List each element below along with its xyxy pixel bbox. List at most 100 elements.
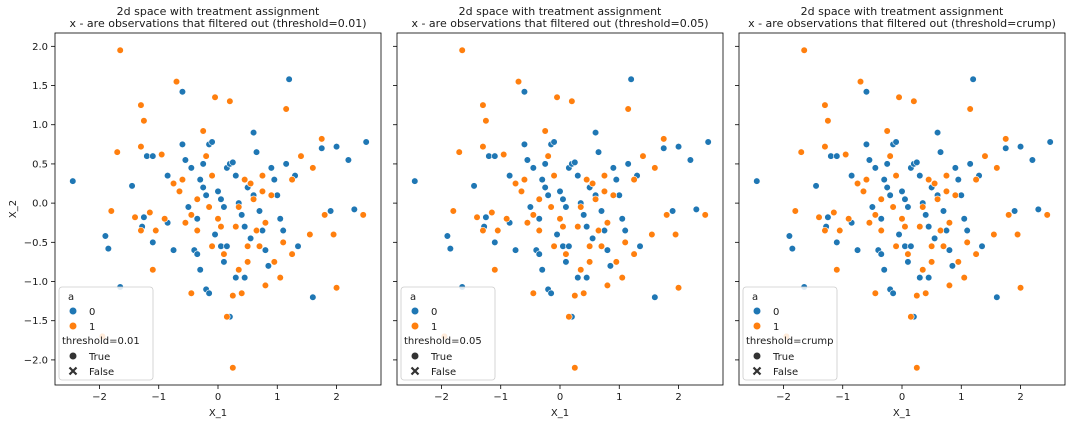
point-class0 bbox=[880, 266, 888, 274]
legend-hue-title: a bbox=[410, 292, 416, 303]
point-class1 bbox=[791, 207, 799, 215]
point-class0 bbox=[904, 258, 912, 266]
point-class1 bbox=[494, 226, 502, 235]
point-class1 bbox=[146, 208, 154, 217]
point-class0 bbox=[880, 176, 888, 184]
point-class0 bbox=[535, 215, 543, 223]
point-class0 bbox=[520, 140, 529, 148]
point-class0 bbox=[591, 128, 600, 137]
point-class1 bbox=[603, 219, 612, 227]
point-class0 bbox=[960, 215, 968, 223]
legend-label-1: 1 bbox=[431, 322, 437, 333]
point-class1 bbox=[892, 242, 900, 250]
point-class0 bbox=[482, 213, 490, 221]
point-class0 bbox=[966, 160, 974, 168]
point-class1 bbox=[244, 242, 252, 250]
legend-style-title: threshold=0.01 bbox=[62, 336, 140, 347]
x-axis-label: X_1 bbox=[209, 408, 227, 419]
point-class0 bbox=[205, 289, 213, 297]
point-class0 bbox=[140, 213, 148, 221]
point-class1 bbox=[449, 207, 457, 215]
point-class1 bbox=[479, 143, 487, 151]
point-class0 bbox=[904, 203, 912, 211]
point-class1 bbox=[895, 93, 903, 101]
point-class1 bbox=[161, 215, 169, 223]
point-class1 bbox=[158, 150, 166, 159]
point-class1 bbox=[318, 135, 326, 143]
point-class1 bbox=[297, 152, 305, 160]
point-class0 bbox=[600, 226, 609, 235]
point-class1 bbox=[821, 143, 829, 151]
point-class1 bbox=[586, 242, 594, 250]
point-class1 bbox=[514, 78, 523, 86]
point-class1 bbox=[836, 226, 844, 235]
point-class0 bbox=[886, 191, 894, 199]
legend-box bbox=[58, 286, 154, 381]
point-class0 bbox=[916, 172, 924, 180]
x-tick-label: −1 bbox=[835, 392, 850, 403]
legend-marker-true bbox=[69, 352, 77, 360]
point-class0 bbox=[258, 226, 267, 235]
point-class0 bbox=[526, 203, 534, 211]
point-class1 bbox=[815, 213, 823, 221]
point-class0 bbox=[332, 143, 341, 151]
point-class0 bbox=[603, 246, 612, 254]
point-class0 bbox=[350, 205, 358, 213]
point-class0 bbox=[1028, 156, 1036, 164]
legend-marker-1 bbox=[753, 322, 761, 330]
point-class1 bbox=[359, 211, 367, 219]
point-class0 bbox=[624, 160, 632, 168]
point-class1 bbox=[862, 176, 871, 184]
point-class1 bbox=[332, 284, 341, 292]
point-class1 bbox=[193, 226, 201, 235]
legend-marker-1 bbox=[411, 322, 419, 330]
point-class1 bbox=[583, 176, 591, 184]
y-tick-label: −1.5 bbox=[24, 316, 48, 327]
legend: a 0 1 threshold=crump True False bbox=[742, 286, 838, 381]
point-class0 bbox=[252, 148, 261, 156]
point-class0 bbox=[559, 242, 567, 250]
point-class0 bbox=[264, 262, 272, 270]
point-class1 bbox=[842, 150, 850, 159]
legend-hue-title: a bbox=[752, 292, 758, 303]
point-class1 bbox=[597, 242, 606, 250]
point-class0 bbox=[411, 177, 419, 185]
point-class1 bbox=[244, 258, 252, 266]
point-class1 bbox=[954, 258, 962, 266]
point-class1 bbox=[568, 97, 576, 105]
point-class0 bbox=[969, 75, 977, 83]
point-class1 bbox=[249, 195, 258, 203]
point-class0 bbox=[101, 232, 109, 240]
point-class0 bbox=[544, 191, 552, 199]
point-class1 bbox=[229, 292, 237, 300]
legend-marker-false bbox=[410, 366, 420, 376]
x-axis-label: X_1 bbox=[551, 408, 569, 419]
point-class1 bbox=[845, 215, 853, 223]
point-class0 bbox=[214, 187, 222, 195]
y-tick-label: 1.5 bbox=[32, 81, 48, 92]
point-class1 bbox=[580, 289, 588, 297]
point-class1 bbox=[639, 152, 647, 160]
point-class0 bbox=[559, 195, 567, 203]
point-class0 bbox=[193, 250, 201, 258]
point-class1 bbox=[871, 211, 879, 219]
point-class0 bbox=[241, 223, 249, 231]
point-class0 bbox=[164, 172, 172, 180]
panel-title-line2: x - are observations that filtered out (… bbox=[748, 17, 1056, 30]
point-class0 bbox=[556, 187, 564, 195]
point-class0 bbox=[868, 203, 876, 211]
point-class0 bbox=[446, 244, 454, 253]
y-axis-label: X_2 bbox=[8, 200, 19, 218]
x-tick-label: 0 bbox=[215, 392, 221, 403]
point-class1 bbox=[618, 273, 626, 282]
point-class1 bbox=[945, 219, 954, 227]
point-class1 bbox=[1043, 211, 1051, 219]
point-class1 bbox=[258, 172, 267, 180]
point-class1 bbox=[131, 213, 139, 221]
point-class0 bbox=[149, 152, 157, 160]
point-class1 bbox=[137, 101, 145, 109]
point-class0 bbox=[547, 289, 555, 297]
point-class1 bbox=[951, 191, 959, 199]
point-class1 bbox=[871, 289, 879, 297]
point-class0 bbox=[753, 177, 761, 185]
